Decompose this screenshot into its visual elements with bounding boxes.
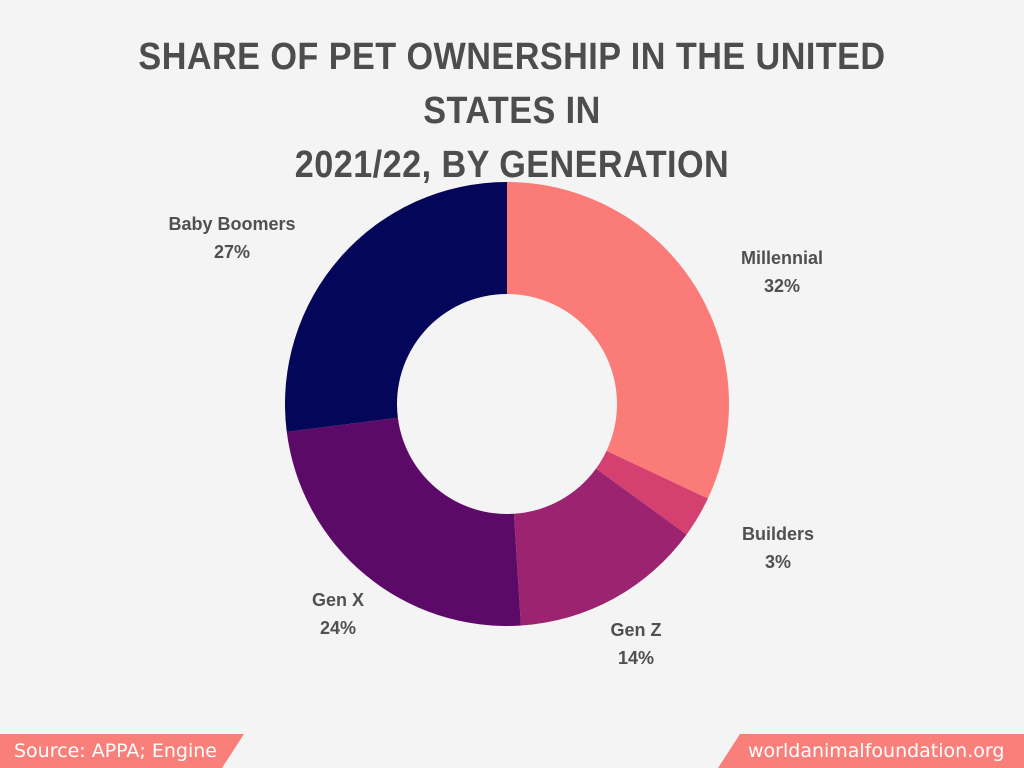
slice-gen-z (513, 468, 687, 626)
slice-label-baby-boomers: Baby Boomers (168, 214, 295, 234)
slice-builders (595, 450, 708, 535)
website-link[interactable]: worldanimalfoundation.org (718, 734, 1024, 768)
slice-label-millennial: Millennial (741, 248, 823, 268)
slice-value-millennial: 32% (764, 276, 800, 296)
slice-baby-boomers (285, 182, 507, 432)
slice-millennial (507, 182, 729, 499)
chart-title: SHARE OF PET OWNERSHIP IN THE UNITED STA… (132, 30, 892, 192)
slice-label-gen-x: Gen X (312, 590, 364, 610)
source-footer: Source: APPA; Engine (0, 734, 244, 768)
slice-value-baby-boomers: 27% (214, 242, 250, 262)
slice-value-gen-x: 24% (320, 618, 356, 638)
slice-value-builders: 3% (765, 552, 791, 572)
slice-label-builders: Builders (742, 524, 814, 544)
chart-title-line-2: 2021/22, BY GENERATION (294, 144, 730, 186)
chart-title-line-1: SHARE OF PET OWNERSHIP IN THE UNITED STA… (138, 36, 886, 132)
slice-value-gen-z: 14% (618, 648, 654, 668)
slice-label-gen-z: Gen Z (610, 620, 661, 640)
slice-gen-x (286, 417, 521, 627)
